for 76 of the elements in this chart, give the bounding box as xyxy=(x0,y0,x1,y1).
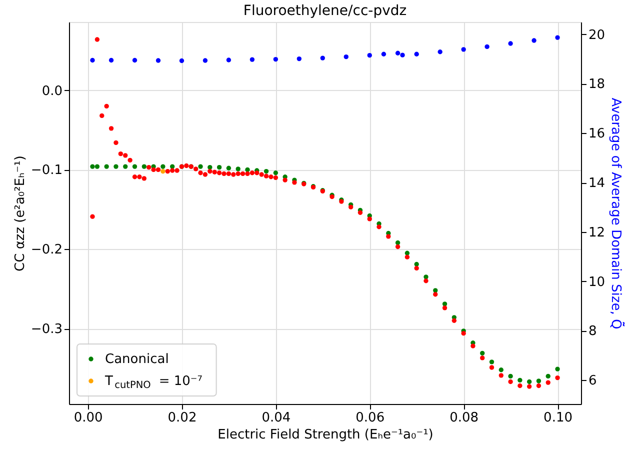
point xyxy=(438,50,442,54)
y-tick-label: −0.1 xyxy=(30,163,62,178)
y2-tick-label: 10 xyxy=(588,274,606,290)
point xyxy=(546,374,550,379)
point xyxy=(414,262,419,267)
point xyxy=(208,164,212,170)
x-tick-label: 0.10 xyxy=(544,410,572,426)
point xyxy=(273,56,278,62)
point xyxy=(123,164,128,169)
y-tick-label: 0.0 xyxy=(42,84,62,99)
point xyxy=(142,164,146,169)
y2-tick-label: 14 xyxy=(588,176,606,192)
y2-tick-label: 16 xyxy=(588,126,606,142)
point xyxy=(250,57,255,62)
point xyxy=(114,164,118,169)
point xyxy=(518,378,522,383)
point xyxy=(94,164,100,169)
point xyxy=(489,360,494,364)
point xyxy=(160,164,166,169)
point xyxy=(202,58,208,63)
point xyxy=(532,38,536,43)
y2-axis-title: Average of Average Domain Size, Q̄̃ xyxy=(608,98,626,330)
point xyxy=(395,240,400,246)
y-axis-title: CC αzz (e²a₀²Eₕ⁻¹) xyxy=(12,156,28,272)
point xyxy=(156,58,161,63)
point xyxy=(498,368,504,372)
point xyxy=(108,58,114,63)
x-tick-label: 0.08 xyxy=(450,410,479,426)
legend-label: Canonical xyxy=(105,352,169,367)
point xyxy=(273,170,278,176)
point xyxy=(400,52,405,58)
point xyxy=(461,47,466,52)
y2-tick-label: 18 xyxy=(588,77,606,92)
point xyxy=(404,250,410,256)
point xyxy=(90,164,95,169)
y-tick-label: −0.2 xyxy=(30,242,62,258)
point xyxy=(226,166,232,170)
point xyxy=(198,164,203,169)
y2-tick-label: 6 xyxy=(588,374,597,389)
point xyxy=(480,350,485,356)
point xyxy=(226,58,232,62)
point xyxy=(90,58,95,63)
point xyxy=(555,35,560,40)
point xyxy=(381,52,386,56)
point xyxy=(344,54,348,60)
x-tick-label: 0.02 xyxy=(168,410,197,426)
point xyxy=(132,164,138,169)
x-tick-label: 0.04 xyxy=(262,410,291,426)
point xyxy=(216,164,222,170)
point xyxy=(508,41,513,46)
point xyxy=(170,164,175,169)
x-tick-label: 0.00 xyxy=(74,410,103,426)
point xyxy=(104,164,109,169)
y2-tick-label: 12 xyxy=(588,225,606,240)
point xyxy=(536,378,542,384)
point xyxy=(179,58,184,64)
point xyxy=(296,56,302,62)
point xyxy=(484,44,490,50)
point xyxy=(508,374,513,379)
point xyxy=(526,379,532,384)
point xyxy=(320,56,325,60)
point xyxy=(555,366,560,372)
point xyxy=(414,52,419,56)
x-tick-label: 0.06 xyxy=(356,410,385,426)
point xyxy=(245,167,250,172)
point xyxy=(395,50,400,56)
point xyxy=(236,166,240,172)
chart-title: Fluoroethylene/cc-pvdz xyxy=(243,3,407,19)
point xyxy=(132,58,138,63)
x-axis-title: Electric Field Strength (Eₕe⁻¹a₀⁻¹) xyxy=(218,428,434,442)
point xyxy=(160,168,166,174)
point xyxy=(264,168,269,174)
point xyxy=(367,52,372,58)
y2-tick-label: 20 xyxy=(588,28,606,43)
y-tick-label: −0.3 xyxy=(30,322,62,338)
y2-tick-label: 8 xyxy=(588,324,597,340)
